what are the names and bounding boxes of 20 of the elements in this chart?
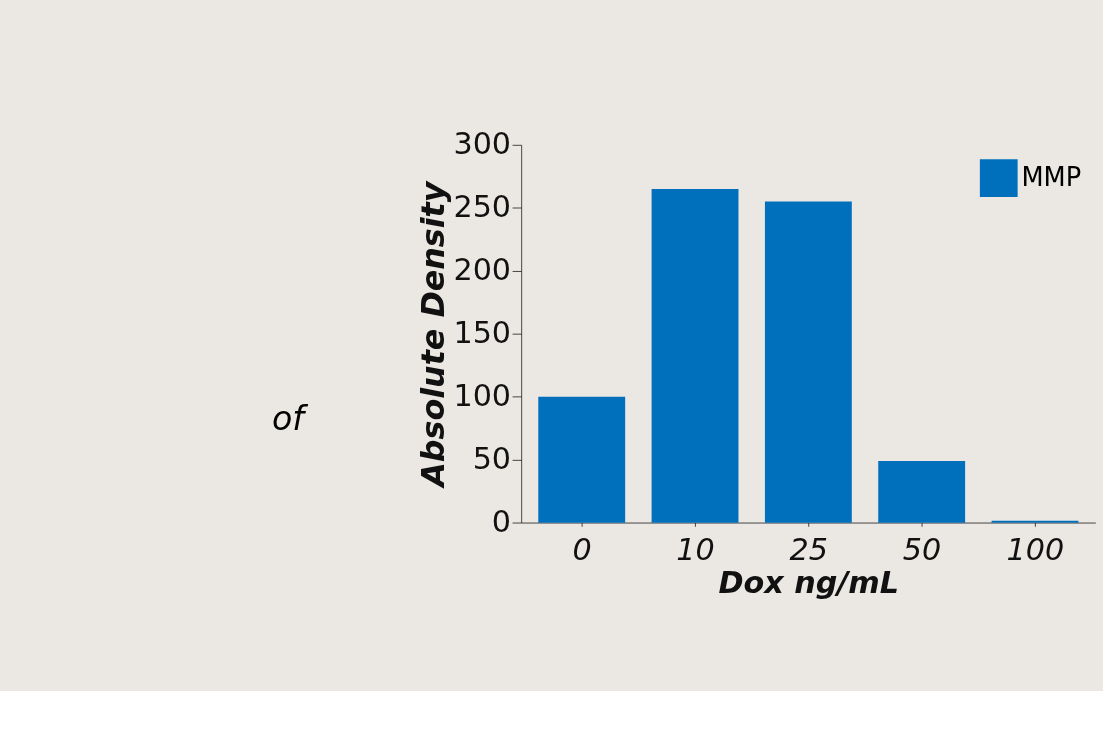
legend-label: MMP [1021, 161, 1082, 192]
x-tick-label: 0 [572, 532, 592, 568]
x-tick-label: 50 [902, 532, 942, 568]
y-tick-label: 300 [453, 126, 512, 162]
y-tick-label: 50 [472, 441, 512, 477]
bar [878, 460, 966, 523]
y-tick-label: 0 [491, 504, 512, 540]
x-tick-label: 100 [1006, 532, 1065, 568]
text: of [271, 399, 309, 439]
x-tick-label: 10 [676, 532, 715, 568]
bar [651, 188, 739, 523]
y-axis-title: Absolute Density [414, 180, 451, 490]
x-axis-title: Dox ng/mL [718, 565, 900, 601]
bar [538, 396, 626, 523]
y-tick-label: 150 [453, 315, 512, 351]
y-tick-label: 200 [453, 252, 512, 288]
y-tick-label: 100 [453, 378, 512, 414]
x-tick-label: 25 [789, 532, 828, 568]
bar [764, 201, 852, 523]
y-tick-label: 250 [453, 189, 512, 225]
